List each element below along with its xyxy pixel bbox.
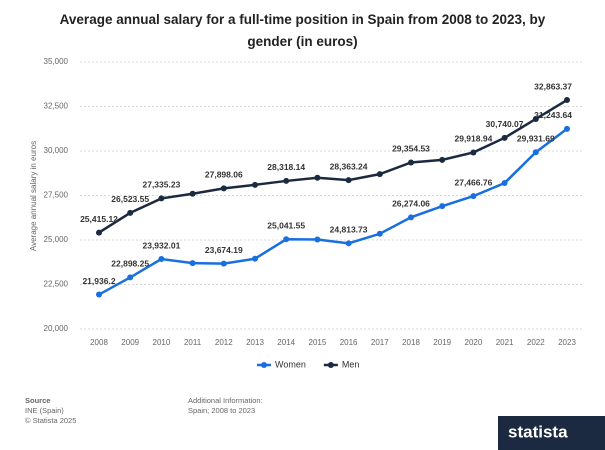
- x-tick-label: 2012: [215, 338, 233, 347]
- data-point: [96, 291, 102, 298]
- data-point: [220, 185, 227, 192]
- data-point: [314, 236, 321, 243]
- data-label: 28,318.14: [267, 162, 305, 172]
- y-tick-label: 20,000: [44, 324, 69, 333]
- y-tick-label: 30,000: [44, 146, 69, 155]
- source-heading: Source: [25, 396, 50, 405]
- y-axis-label: Average annual salary in euros: [29, 141, 38, 251]
- info: Spain; 2008 to 2023: [188, 406, 255, 415]
- source: INE (Spain): [25, 406, 64, 415]
- data-point: [158, 195, 165, 202]
- legend-marker[interactable]: [261, 362, 267, 368]
- series-line: [98, 98, 568, 234]
- data-point: [314, 174, 321, 181]
- data-point: [283, 177, 290, 184]
- data-label: 26,523.55: [111, 194, 149, 204]
- data-label: 24,813.73: [330, 225, 368, 235]
- x-tick-label: 2023: [558, 338, 576, 347]
- x-tick-label: 2009: [121, 338, 139, 347]
- data-point: [252, 181, 258, 188]
- data-label: 21,936.2: [82, 276, 115, 286]
- data-label: 29,918.94: [454, 134, 492, 144]
- x-tick-label: 2020: [465, 338, 483, 347]
- data-point: [376, 230, 383, 237]
- data-point: [408, 214, 414, 221]
- x-tick-label: 2014: [277, 338, 295, 347]
- data-label: 31,243.64: [534, 110, 572, 120]
- x-tick-label: 2011: [184, 338, 202, 347]
- data-point: [408, 159, 414, 166]
- data-point: [501, 134, 508, 141]
- data-label: 27,335.23: [142, 180, 180, 190]
- info-heading: Additional Information:: [188, 396, 263, 405]
- data-label: 32,863.37: [534, 81, 572, 91]
- data-label: 30,740.07: [486, 119, 524, 129]
- data-point: [220, 260, 227, 267]
- data-point: [345, 240, 352, 247]
- series-line: [98, 127, 568, 296]
- x-tick-label: 2021: [496, 338, 514, 347]
- y-tick-label: 22,500: [44, 280, 69, 289]
- data-point: [127, 274, 134, 281]
- data-label: 25,415.12: [80, 214, 118, 224]
- logo: statista: [508, 422, 568, 441]
- data-point: [96, 229, 102, 236]
- data-point: [189, 260, 196, 267]
- x-tick-label: 2016: [340, 338, 358, 347]
- x-tick-label: 2022: [527, 338, 545, 347]
- data-label: 27,898.06: [205, 170, 243, 180]
- data-label: 27,466.76: [454, 177, 492, 187]
- copyright: © Statista 2025: [25, 416, 76, 425]
- x-tick-label: 2008: [90, 338, 108, 347]
- legend-label[interactable]: Men: [342, 359, 360, 369]
- data-label: 29,931.69: [517, 133, 555, 143]
- data-point: [564, 125, 570, 132]
- data-point: [439, 156, 446, 163]
- data-label: 22,898.25: [111, 259, 149, 269]
- data-point: [189, 190, 196, 197]
- chart-title: Average annual salary for a full-time po…: [59, 12, 546, 49]
- legend-marker[interactable]: [327, 362, 334, 368]
- data-point: [564, 97, 570, 104]
- data-point: [470, 193, 477, 200]
- data-label: 28,363.24: [330, 161, 368, 171]
- x-tick-label: 2013: [246, 338, 264, 347]
- logo-background: [498, 416, 605, 450]
- legend-label[interactable]: Women: [275, 359, 306, 369]
- x-tick-label: 2017: [371, 338, 389, 347]
- data-point: [252, 255, 258, 262]
- data-point: [345, 177, 352, 184]
- data-label: 23,932.01: [142, 240, 180, 250]
- data-point: [158, 256, 165, 263]
- data-point: [283, 236, 290, 243]
- data-label: 25,041.55: [267, 221, 305, 231]
- data-point: [532, 149, 539, 156]
- data-point: [532, 115, 539, 122]
- data-point: [376, 171, 383, 178]
- x-tick-label: 2018: [402, 338, 420, 347]
- y-tick-label: 32,500: [44, 102, 69, 111]
- data-point: [127, 209, 134, 216]
- data-label: 23,674.19: [205, 245, 243, 255]
- x-tick-label: 2019: [433, 338, 451, 347]
- x-tick-label: 2010: [153, 338, 171, 347]
- y-tick-label: 25,000: [44, 235, 69, 244]
- data-point: [439, 203, 446, 210]
- data-label: 26,274.06: [392, 199, 430, 209]
- data-point: [501, 180, 508, 187]
- x-tick-label: 2015: [309, 338, 327, 347]
- y-tick-label: 27,500: [44, 191, 69, 200]
- data-label: 29,354.53: [392, 144, 430, 154]
- y-tick-label: 35,000: [44, 57, 69, 66]
- data-point: [470, 149, 477, 156]
